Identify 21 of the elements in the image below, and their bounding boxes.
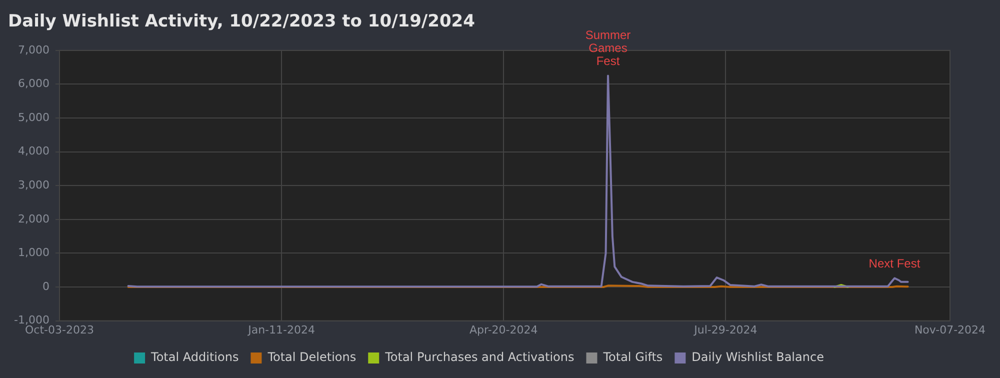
y-tick-label: 4,000 bbox=[18, 144, 50, 158]
y-tick-label: -1,000 bbox=[14, 314, 50, 327]
y-tick-label: 7,000 bbox=[18, 43, 50, 56]
legend-label: Total Deletions bbox=[266, 350, 356, 364]
y-tick-label: 3,000 bbox=[18, 178, 50, 192]
chart-title: Daily Wishlist Activity, 10/22/2023 to 10/19/2024 bbox=[8, 12, 476, 32]
y-tick-label: 2,000 bbox=[18, 212, 50, 226]
x-tick-label: Jan-11-2024 bbox=[247, 323, 315, 336]
y-tick-label: 6,000 bbox=[18, 77, 50, 90]
x-tick-label: Apr-20-2024 bbox=[469, 323, 538, 336]
annotation: Summer Games Fest bbox=[585, 28, 631, 68]
legend-label: Total Additions bbox=[150, 350, 239, 364]
legend-label: Total Purchases and Activations bbox=[384, 350, 574, 364]
y-tick-label: 1,000 bbox=[18, 246, 50, 260]
y-tick-label: 0 bbox=[42, 280, 50, 293]
annotation: Next Fest bbox=[868, 256, 921, 271]
legend-label: Total Gifts bbox=[602, 350, 663, 364]
y-tick-label: 5,000 bbox=[18, 110, 50, 124]
x-tick-label: Jul-29-2024 bbox=[693, 323, 758, 336]
legend-label: Daily Wishlist Balance bbox=[692, 350, 824, 364]
x-tick-label: Nov-07-2024 bbox=[914, 323, 986, 336]
